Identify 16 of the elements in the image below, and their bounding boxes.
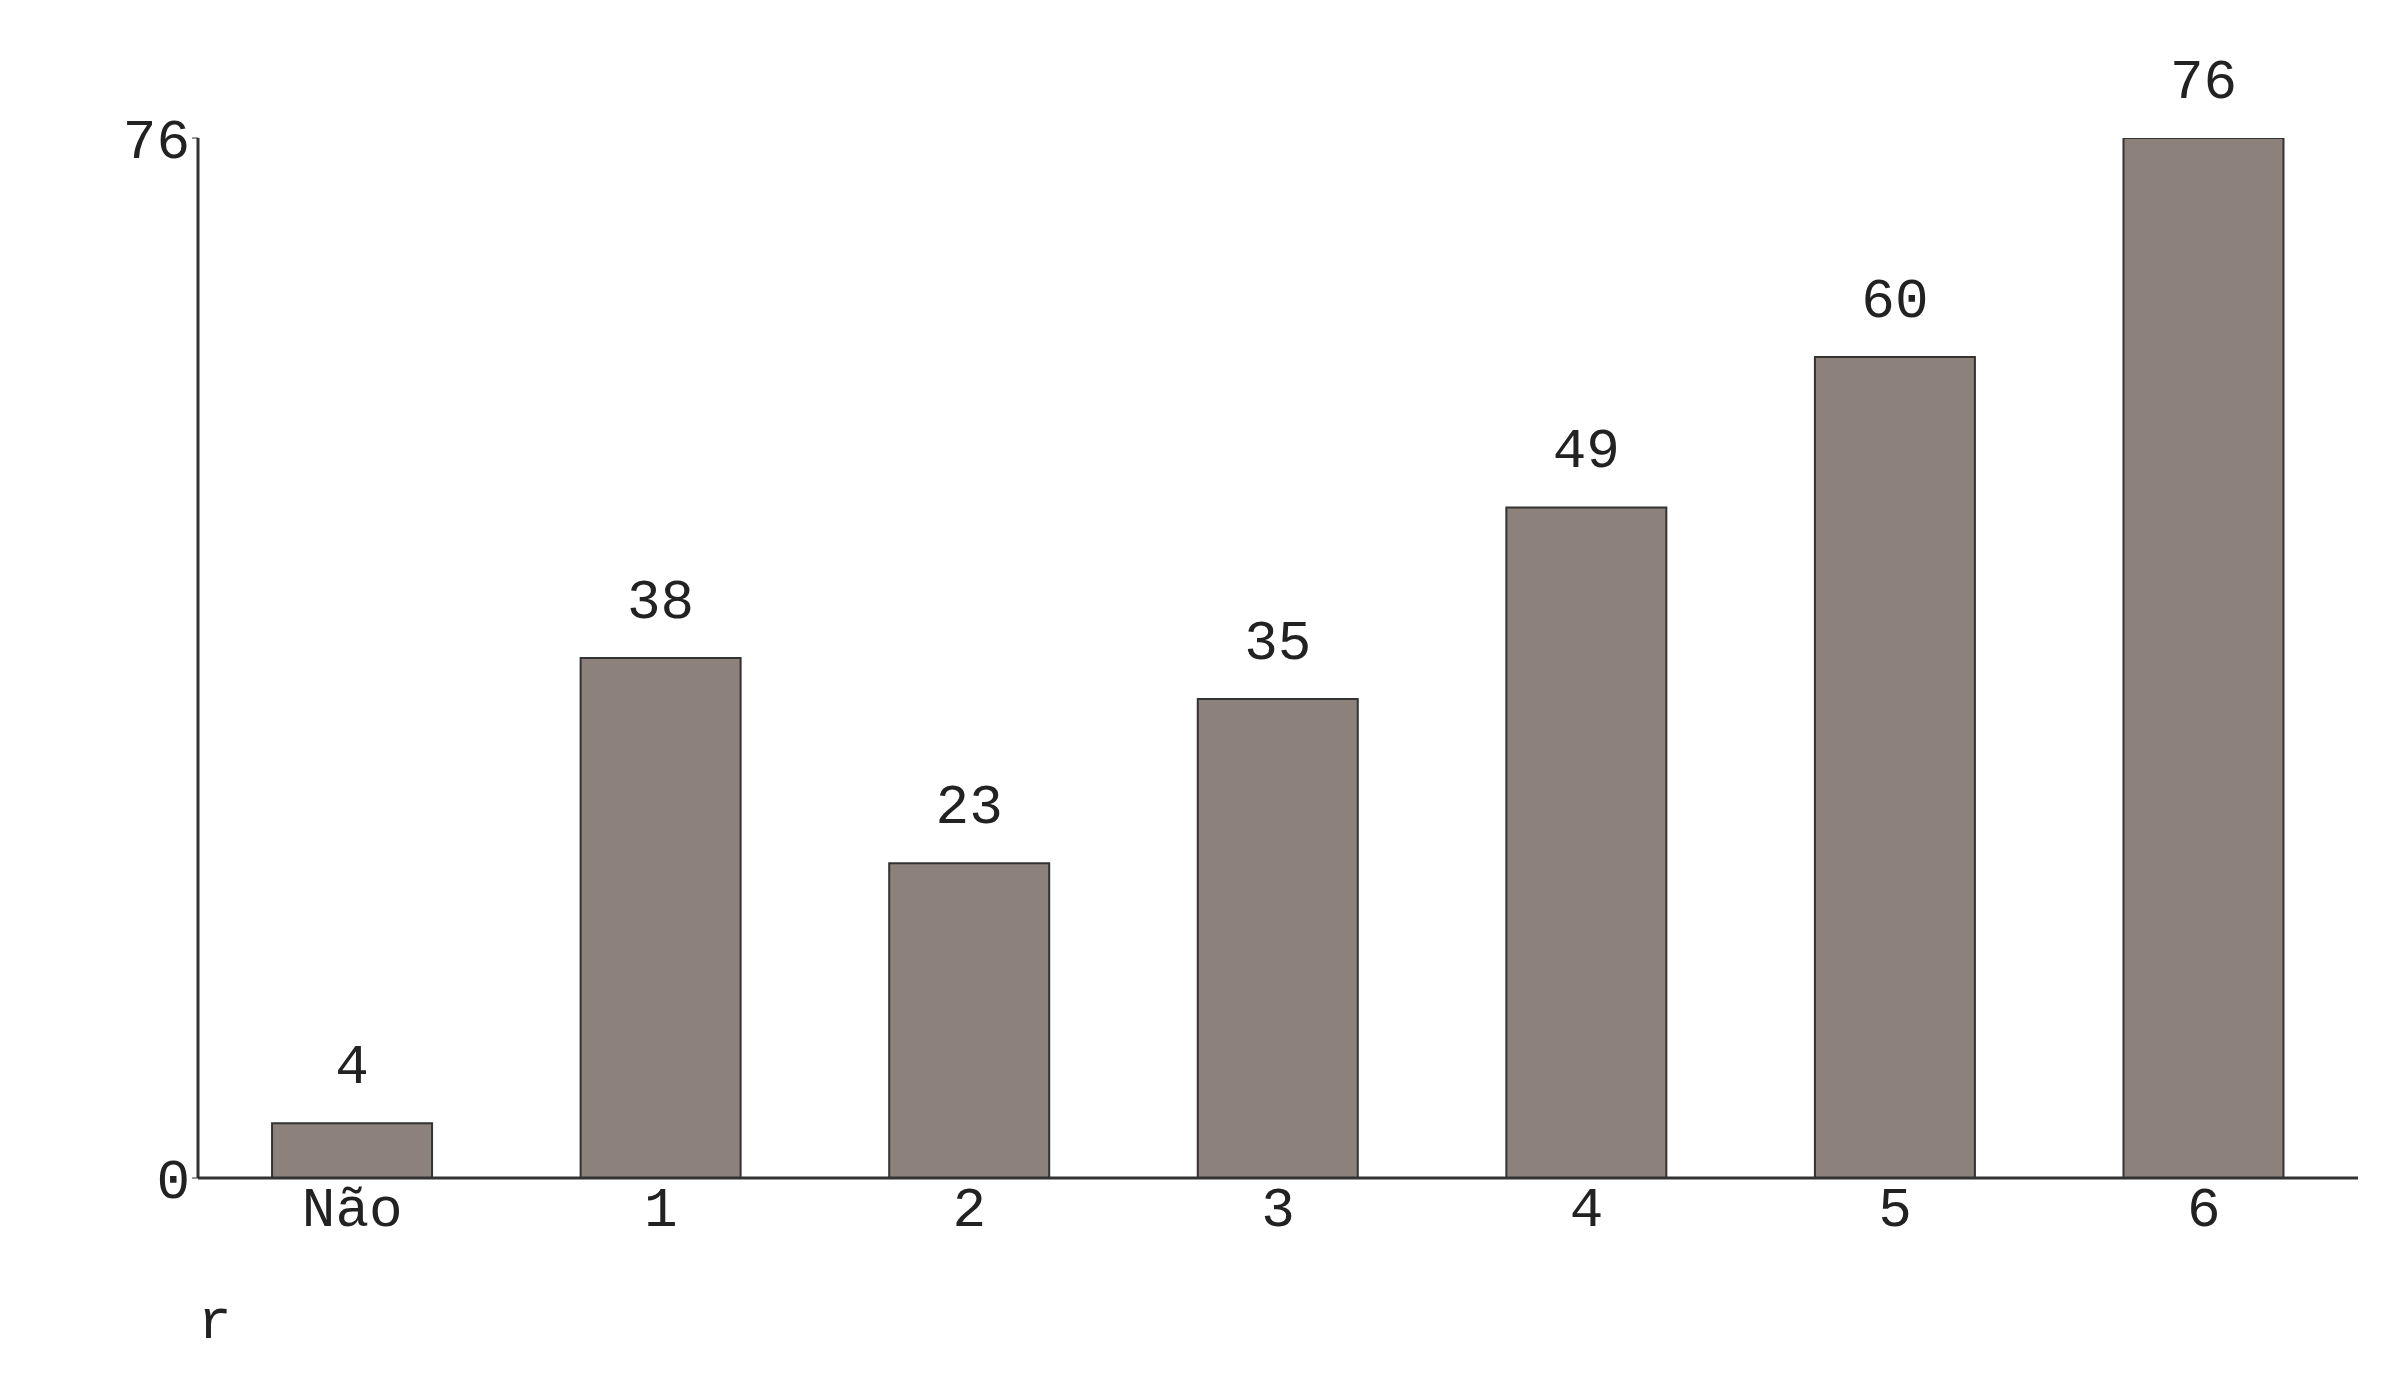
data-label: 60 xyxy=(1861,269,1929,334)
x-tick-label: 3 xyxy=(1261,1178,1295,1243)
x-tick-label: 2 xyxy=(952,1178,987,1243)
data-label: 4 xyxy=(335,1036,369,1101)
x-tick-label: 6 xyxy=(2186,1178,2221,1243)
data-label: 35 xyxy=(1244,612,1312,677)
data-label: 38 xyxy=(627,571,695,635)
x-tick-label: 4 xyxy=(1569,1178,1604,1243)
data-label: 76 xyxy=(2169,51,2238,115)
x-tick-label: 5 xyxy=(1878,1178,1912,1243)
y-tick-label: 0 xyxy=(156,1150,190,1215)
x-axis-title: r xyxy=(198,1291,232,1355)
data-label: 49 xyxy=(1552,420,1620,485)
x-tick-label: Não xyxy=(301,1178,403,1243)
data-label: 23 xyxy=(935,776,1003,841)
x-tick-label: 1 xyxy=(644,1178,678,1243)
